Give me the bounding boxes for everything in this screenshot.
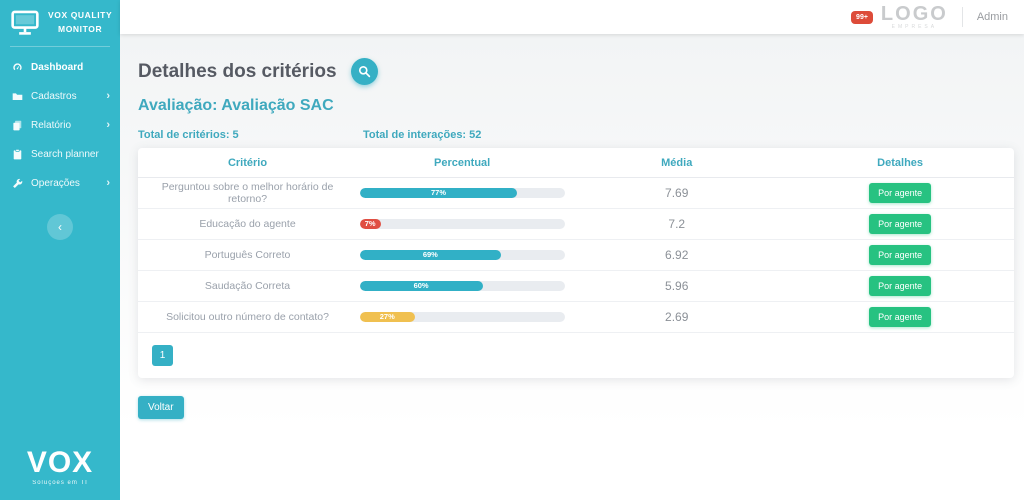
column-header-percentual: Percentual (433, 156, 491, 169)
por-agente-button[interactable]: Por agente (869, 183, 932, 203)
search-icon (358, 65, 371, 78)
percent-progress-fill: 60% (359, 281, 483, 291)
folder-icon (12, 91, 25, 102)
column-header-media: Média (661, 156, 693, 169)
table-row: Português Correto 69% 6.92 Por agente (138, 240, 1014, 271)
criterion-label: Saudação Correta (204, 280, 291, 292)
table-row: Solicitou outro número de contato? 27% 2… (138, 302, 1014, 333)
page-title: Detalhes dos critérios (138, 60, 337, 82)
sidebar-item-label: Search planner (31, 149, 99, 161)
total-criterios: Total de critérios: 5 (138, 129, 239, 141)
percent-progress-bar: 69% (359, 250, 565, 260)
column-header-criterio: Critério (227, 156, 268, 169)
por-agente-button[interactable]: Por agente (869, 214, 932, 234)
user-menu[interactable]: Admin (976, 11, 1008, 23)
criterion-label: Perguntou sobre o melhor horário de reto… (161, 181, 334, 205)
media-value: 5.96 (665, 279, 689, 293)
monitor-icon (10, 10, 40, 36)
vox-logo: VOX (26, 446, 94, 479)
sidebar-item-label: Operações (31, 178, 80, 190)
percent-progress-bar: 60% (359, 281, 565, 291)
evaluation-subtitle: Avaliação: Avaliação SAC (138, 97, 334, 114)
criterion-label: Solicitou outro número de contato? (166, 311, 329, 323)
percent-progress-bar: 77% (359, 188, 565, 198)
sidebar-divider (10, 46, 110, 48)
sidebar-item-search-planner[interactable]: Search planner › (0, 140, 120, 169)
vox-tagline: Soluções em TI (32, 480, 88, 486)
percent-progress-bar: 7% (359, 219, 565, 229)
percent-progress-fill: 27% (359, 312, 415, 322)
notification-badge: 99+ (851, 10, 873, 24)
search-button[interactable] (350, 58, 378, 85)
table-row: Perguntou sobre o melhor horário de reto… (138, 178, 1014, 209)
table-header-row: Critério Percentual Média Detalhes (138, 148, 1014, 178)
percent-label: 77% (431, 188, 447, 198)
media-value: 7.2 (668, 217, 686, 231)
clipboard-icon (12, 149, 25, 160)
column-header-detalhes: Detalhes (877, 156, 924, 169)
percent-label: 7% (364, 219, 376, 229)
wrench-icon (12, 178, 25, 189)
sidebar-item-relatório[interactable]: Relatório › (0, 111, 120, 140)
report-icon (12, 120, 25, 131)
chevron-right-icon: › (106, 119, 110, 132)
por-agente-button[interactable]: Por agente (869, 307, 932, 327)
chevron-right-icon: › (106, 177, 110, 190)
media-value: 2.69 (665, 310, 689, 324)
percent-progress-bar: 27% (359, 312, 565, 322)
sidebar-nav: Dashboard › Cadastros › Relatório › Sear… (0, 53, 120, 198)
percent-progress-fill: 77% (359, 188, 518, 198)
sidebar-item-cadastros[interactable]: Cadastros › (0, 82, 120, 111)
dashboard-icon (12, 62, 25, 73)
total-interacoes: Total de interações: 52 (363, 129, 482, 141)
sidebar-item-label: Dashboard (31, 62, 84, 74)
criterion-label: Educação do agente (199, 218, 296, 230)
brand-title: VOX QUALITY MONITOR (48, 10, 113, 34)
criteria-table-card: Critério Percentual Média Detalhes Pergu… (138, 148, 1014, 378)
criterion-label: Português Correto (204, 249, 291, 261)
sidebar-item-label: Cadastros (31, 91, 77, 103)
por-agente-button[interactable]: Por agente (869, 276, 932, 296)
percent-progress-fill: 7% (359, 219, 381, 229)
percent-progress-fill: 69% (359, 250, 502, 260)
chevron-right-icon: › (106, 90, 110, 103)
sidebar-footer: VOX Soluções em TI (0, 446, 120, 487)
sidebar-collapse-button[interactable]: ‹ (47, 214, 73, 241)
percent-label: 60% (413, 281, 429, 291)
company-logo: LOGO EMPRESA (881, 4, 948, 30)
company-logo-subtext: EMPRESA (891, 24, 938, 30)
media-value: 6.92 (665, 248, 689, 262)
table-row: Educação do agente 7% 7.2 Por agente (138, 209, 1014, 240)
pagination: 1 (152, 345, 1014, 366)
percent-label: 27% (379, 312, 395, 322)
media-value: 7.69 (665, 186, 689, 200)
brand: VOX QUALITY MONITOR (0, 0, 120, 44)
sidebar-item-dashboard[interactable]: Dashboard › (0, 53, 120, 82)
sidebar-item-label: Relatório (31, 120, 72, 132)
pagination-page-1[interactable]: 1 (152, 345, 173, 366)
percent-label: 69% (422, 250, 438, 260)
voltar-button[interactable]: Voltar (138, 396, 184, 419)
totals-row: Total de critérios: 5 Total de interaçõe… (138, 129, 1012, 141)
company-logo-text: LOGO (880, 3, 948, 25)
table-row: Saudação Correta 60% 5.96 Por agente (138, 271, 1014, 302)
sidebar-item-operações[interactable]: Operações › (0, 169, 120, 198)
topbar-divider (961, 7, 963, 27)
sidebar: VOX QUALITY MONITOR Dashboard › Cadastro… (0, 0, 120, 500)
table-body: Perguntou sobre o melhor horário de reto… (138, 178, 1014, 333)
topbar: 99+ LOGO EMPRESA Admin (120, 0, 1024, 34)
por-agente-button[interactable]: Por agente (869, 245, 932, 265)
content: Detalhes dos critérios Avaliação: Avalia… (120, 34, 1024, 500)
main-area: 99+ LOGO EMPRESA Admin Detalhes dos crit… (120, 0, 1024, 500)
